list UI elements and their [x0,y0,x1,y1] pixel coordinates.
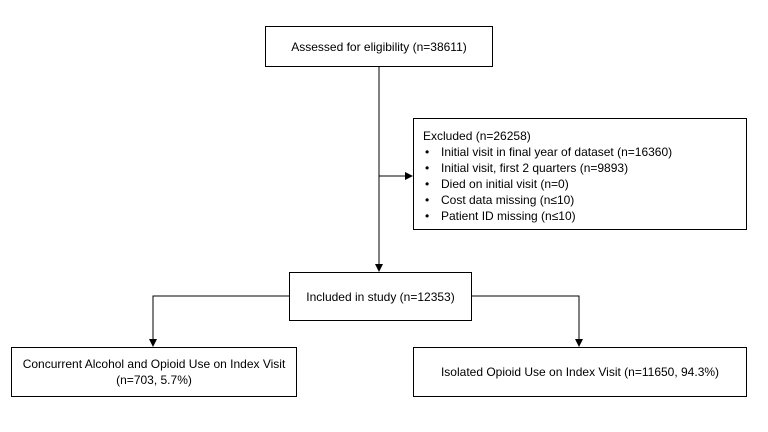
concurrent-use-box: Concurrent Alcohol and Opioid Use on Ind… [11,347,297,397]
isolated-use-text: Isolated Opioid Use on Index Visit (n=11… [440,365,720,379]
excluded-box: Excluded (n=26258) Initial visit in fina… [413,118,747,230]
included-box: Included in study (n=12353) [289,272,472,321]
assessed-box: Assessed for eligibility (n=38611) [265,26,493,67]
excluded-item: Patient ID missing (n≤10) [423,208,746,224]
excluded-item: Cost data missing (n≤10) [423,192,746,208]
assessed-text: Assessed for eligibility (n=38611) [291,39,467,54]
excluded-item: Initial visit in final year of dataset (… [423,144,746,160]
excluded-list: Initial visit in final year of dataset (… [423,144,746,224]
isolated-use-box: Isolated Opioid Use on Index Visit (n=11… [413,347,747,397]
concurrent-use-text: Concurrent Alcohol and Opioid Use on Ind… [22,357,286,387]
arrow-included-to-isolated [472,295,583,347]
included-text: Included in study (n=12353) [306,289,455,304]
arrow-included-to-concurrent [149,295,289,347]
excluded-title: Excluded (n=26258) [423,129,531,143]
excluded-item: Died on initial visit (n=0) [423,176,746,192]
excluded-item: Initial visit, first 2 quarters (n=9893) [423,160,746,176]
